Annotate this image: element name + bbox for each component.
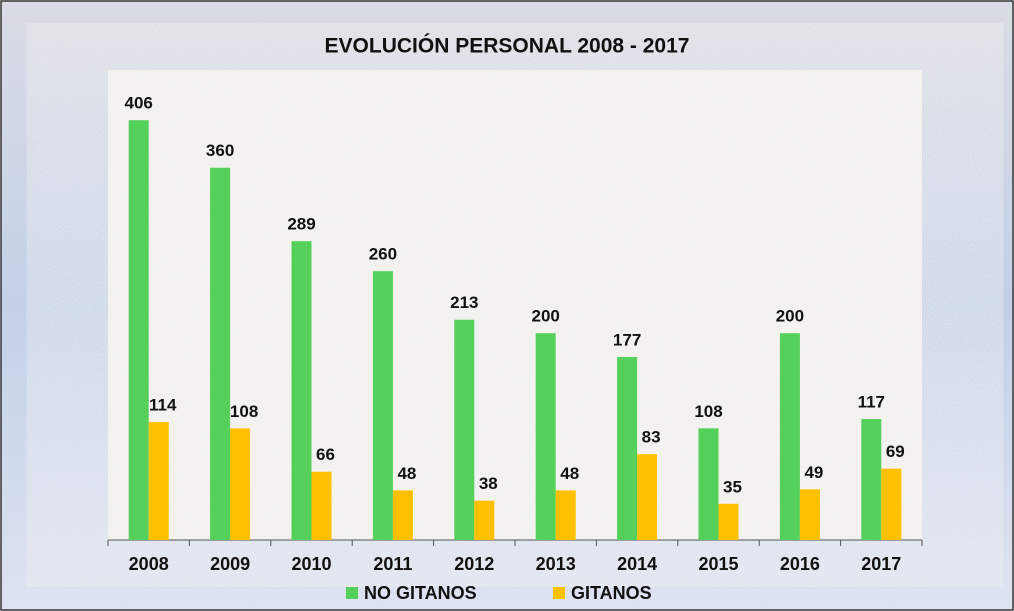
value-label: 200: [776, 307, 804, 326]
bar: [210, 167, 231, 540]
x-tick-label: 2014: [617, 554, 657, 574]
value-label: 38: [479, 474, 498, 493]
bar: [861, 419, 882, 540]
x-tick-label: 2016: [780, 554, 820, 574]
value-label: 406: [125, 94, 153, 113]
bar: [617, 356, 638, 540]
value-label: 83: [642, 428, 661, 447]
value-label: 260: [369, 245, 397, 264]
bar: [718, 503, 739, 540]
x-tick-label: 2009: [210, 554, 250, 574]
value-label: 48: [560, 464, 579, 483]
bar: [881, 468, 902, 540]
value-label: 114: [149, 396, 177, 415]
legend-swatch: [346, 587, 358, 599]
value-label: 66: [316, 445, 335, 464]
value-label: 213: [450, 293, 478, 312]
bar: [128, 120, 149, 541]
bar: [698, 428, 719, 540]
value-label: 48: [397, 464, 416, 483]
bar: [148, 422, 169, 540]
x-tick-label: 2011: [373, 554, 412, 574]
bar: [535, 333, 556, 540]
value-label: 108: [694, 402, 722, 421]
x-tick-label: 2017: [861, 554, 901, 574]
legend-label: NO GITANOS: [364, 583, 477, 603]
legend-swatch: [553, 587, 565, 599]
legend-label: GITANOS: [571, 583, 652, 603]
x-tick-label: 2008: [129, 554, 169, 574]
x-tick-label: 2013: [536, 554, 576, 574]
bar: [372, 271, 393, 540]
bar: [555, 490, 576, 540]
value-label: 69: [886, 442, 905, 461]
value-label: 289: [287, 215, 315, 234]
value-label: 360: [206, 141, 234, 160]
value-label: 49: [804, 463, 823, 482]
x-tick-label: 2010: [291, 554, 331, 574]
x-tick-label: 2015: [698, 554, 738, 574]
value-label: 117: [858, 393, 885, 412]
x-tick-label: 2012: [454, 554, 494, 574]
bar: [291, 241, 312, 540]
bar: [392, 490, 413, 540]
bar: [799, 489, 820, 540]
value-label: 108: [230, 402, 258, 421]
bar: [454, 319, 475, 540]
bar: [311, 471, 332, 540]
bar: [230, 428, 251, 540]
bar: [637, 454, 658, 540]
value-label: 200: [532, 307, 560, 326]
value-label: 35: [723, 477, 742, 496]
value-label: 177: [613, 330, 641, 349]
bar: [779, 333, 800, 540]
chart-title: EVOLUCIÓN PERSONAL 2008 - 2017: [325, 34, 690, 58]
bar: [474, 500, 495, 540]
